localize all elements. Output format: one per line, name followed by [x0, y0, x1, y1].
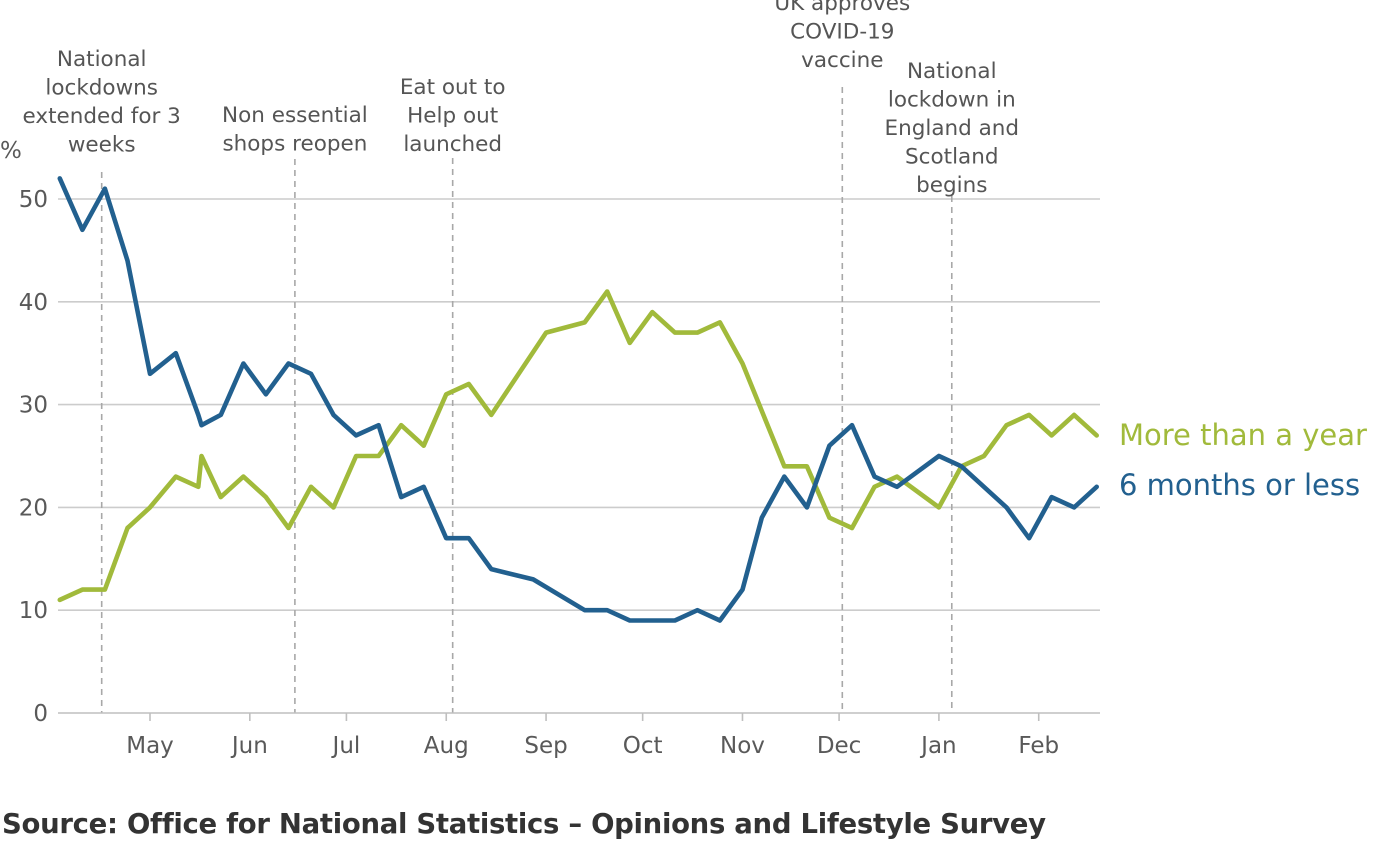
x-tick-label: Feb [1018, 733, 1059, 759]
x-tick-label: Oct [623, 733, 663, 759]
y-tick-label: 40 [19, 290, 48, 316]
annotation-label: National lockdown in England and Scotland be… [884, 59, 1019, 198]
annotation-label: UK approves COVID-19 vaccine [774, 0, 910, 73]
gridlines [58, 198, 1100, 612]
y-tick-label: 20 [19, 495, 48, 521]
line-chart: National lockdowns extended for 3 weeks Non … [0, 0, 1367, 759]
x-tick-label: Dec [817, 733, 862, 759]
event-annotations: National lockdowns extended for 3 weeks Non … [23, 0, 1019, 713]
annotation-label: National lockdowns extended for 3 weeks [23, 47, 181, 158]
series-line-6-months-or-less [57, 176, 1099, 623]
x-tick-label: Nov [720, 733, 765, 759]
y-tick-label: 50 [19, 187, 48, 213]
legend: More than a year 6 months or less [1119, 418, 1367, 502]
y-tick-label: 10 [19, 598, 48, 624]
x-tick-label: Jul [331, 733, 361, 759]
y-tick-label: 0 [33, 701, 48, 727]
x-tick-label: Sep [524, 733, 567, 759]
x-tick-label: May [126, 733, 174, 759]
annotation-label: Non essential shops reopen [222, 103, 368, 157]
y-unit-label: % [0, 138, 22, 164]
x-tick-label: Jun [230, 733, 268, 759]
legend-label: More than a year [1119, 418, 1367, 452]
source-note: Source: Office for National Statistics –… [2, 808, 1046, 840]
annotation-label: Eat out to Help out launched [400, 75, 506, 157]
legend-label: 6 months or less [1119, 468, 1360, 502]
x-tick-label: Jan [919, 733, 956, 759]
x-tick-label: Aug [424, 733, 469, 759]
axes: 0 10 20 30 40 50% May Jun Jul Aug Sep Oct Nov Dec Jan F… [0, 138, 1100, 759]
series-line-more-than-a-year [57, 289, 1099, 603]
y-tick-label: 30 [19, 393, 48, 419]
series-lines [57, 176, 1099, 623]
